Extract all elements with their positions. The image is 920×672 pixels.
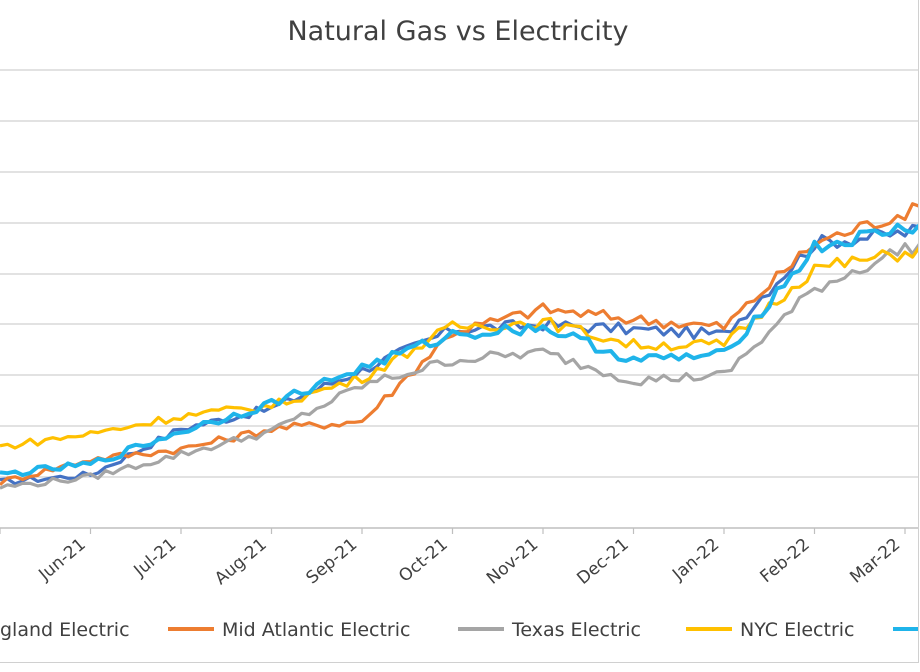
- series-line-4: [0, 222, 918, 478]
- x-tick-label-5: Oct-21: [395, 535, 452, 587]
- legend-label-0: gland Electric: [0, 619, 130, 641]
- series-line-2: [0, 242, 918, 490]
- legend-label-1: Mid Atlantic Electric: [222, 619, 410, 641]
- x-axis: [0, 527, 918, 534]
- x-tick-label-4: Sep-21: [303, 535, 362, 589]
- legend: gland Electric Mid Atlantic Electric Texas…: [0, 619, 918, 641]
- legend-label-2: Texas Electric: [511, 619, 641, 641]
- x-tick-label-7: Dec-21: [573, 535, 632, 589]
- series-lines: [0, 202, 918, 490]
- x-tick-label-6: Nov-21: [483, 535, 542, 589]
- x-tick-label-10: Mar-22: [846, 535, 904, 588]
- x-tick-label-3: Aug-21: [211, 535, 271, 590]
- legend-label-3: NYC Electric: [740, 619, 855, 641]
- x-tick-label-2: Jul-21: [130, 535, 181, 582]
- x-tick-label-1: Jun-21: [34, 535, 89, 586]
- x-tick-label-9: Feb-22: [757, 535, 814, 588]
- x-tick-label-8: Jan-22: [668, 535, 723, 586]
- series-line-1: [0, 202, 918, 486]
- x-tick-labels: 21Jun-21Jul-21Aug-21Sep-21Oct-21Nov-21De…: [34, 535, 904, 590]
- chart-title: Natural Gas vs Electricity: [287, 16, 629, 47]
- series-line-3: [0, 246, 918, 450]
- gridlines: [0, 69, 918, 478]
